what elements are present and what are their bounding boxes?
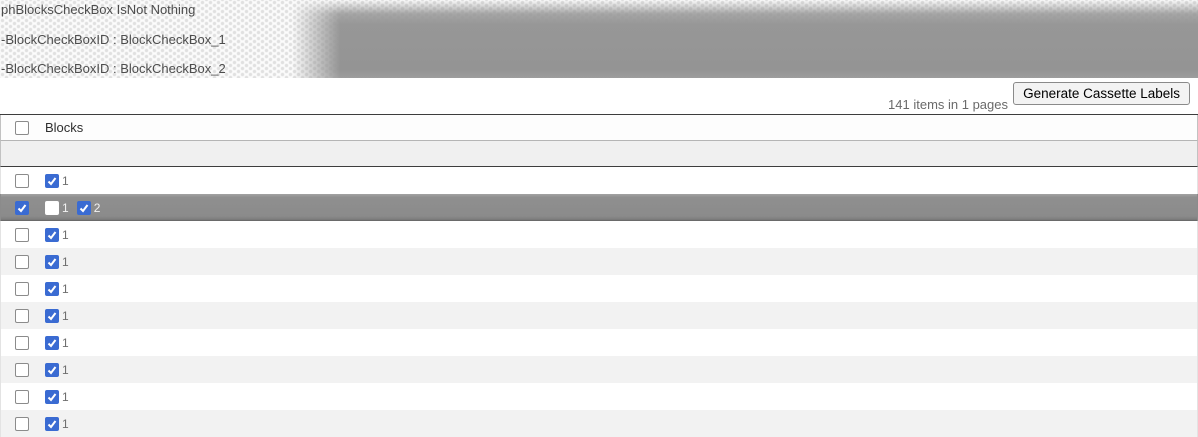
check-icon <box>47 176 57 186</box>
blocks-header-cell: Blocks <box>41 120 1197 135</box>
table-row: 1 <box>0 410 1198 437</box>
select-all-cell <box>1 120 41 135</box>
table-row: 1 <box>0 302 1198 329</box>
block-label: 1 <box>62 308 69 323</box>
table-row: 1 <box>0 167 1198 194</box>
row-select-checkbox[interactable] <box>15 254 29 269</box>
table-header-row: Blocks <box>0 115 1198 141</box>
blocks-cell: 1 <box>41 281 1197 296</box>
row-select-checkbox[interactable] <box>15 200 29 215</box>
blocks-cell: 1 <box>41 254 1197 269</box>
blocks-cell: 1 <box>41 389 1197 404</box>
generate-cassette-labels-button[interactable]: Generate Cassette Labels <box>1013 82 1190 105</box>
block-label: 1 <box>62 281 69 296</box>
row-select-checkbox[interactable] <box>15 335 29 350</box>
row-select-cell <box>1 389 41 404</box>
check-icon <box>47 338 57 348</box>
row-select-cell <box>1 416 41 431</box>
blocks-cell: 1 <box>41 416 1197 431</box>
table-row: 1 <box>0 248 1198 275</box>
row-select-checkbox[interactable] <box>15 416 29 431</box>
block-label: 1 <box>62 200 69 215</box>
blocks-cell: 1 <box>41 308 1197 323</box>
blocks-cell: 1 <box>41 173 1197 188</box>
table-row: 1 <box>0 329 1198 356</box>
check-icon <box>47 392 57 402</box>
block-checkbox[interactable] <box>45 281 59 296</box>
row-select-checkbox[interactable] <box>15 173 29 188</box>
items-count-label: 141 items in 1 pages <box>888 97 1008 112</box>
row-select-cell <box>1 173 41 188</box>
row-select-checkbox[interactable] <box>15 362 29 377</box>
row-select-checkbox[interactable] <box>15 389 29 404</box>
filter-row <box>0 141 1198 167</box>
block-checkbox[interactable] <box>45 335 59 350</box>
block-label: 2 <box>93 200 101 215</box>
row-select-checkbox[interactable] <box>15 308 29 323</box>
debug-line: phBlocksCheckBox IsNot Nothing <box>1 2 196 17</box>
row-select-cell <box>1 281 41 296</box>
check-icon <box>47 284 57 294</box>
row-select-cell <box>1 308 41 323</box>
block-label: 1 <box>62 362 69 377</box>
row-select-cell <box>1 200 41 215</box>
check-icon <box>17 203 27 213</box>
block-label: 1 <box>62 416 69 431</box>
debug-line: -BlockCheckBoxID : BlockCheckBox_1 <box>1 32 226 47</box>
check-icon <box>47 230 57 240</box>
blocks-column-header: Blocks <box>45 120 84 135</box>
debug-panel: phBlocksCheckBox IsNot Nothing -BlockChe… <box>0 0 1198 78</box>
row-select-cell <box>1 254 41 269</box>
table-row: 1 <box>0 221 1198 248</box>
gray-overlay <box>292 0 1198 78</box>
block-label: 1 <box>62 335 69 350</box>
block-checkbox[interactable] <box>45 389 59 404</box>
block-checkbox[interactable] <box>45 416 59 431</box>
check-icon <box>47 365 57 375</box>
blocks-cell: 1 <box>41 362 1197 377</box>
block-checkbox[interactable] <box>45 254 59 269</box>
row-select-checkbox[interactable] <box>15 281 29 296</box>
block-label: 1 <box>62 254 69 269</box>
row-select-cell <box>1 335 41 350</box>
row-select-checkbox[interactable] <box>15 227 29 242</box>
block-checkbox[interactable] <box>45 200 59 215</box>
block-checkbox[interactable] <box>45 227 59 242</box>
row-select-cell <box>1 227 41 242</box>
table-row: 1 <box>0 383 1198 410</box>
block-label: 1 <box>62 389 69 404</box>
row-select-cell <box>1 362 41 377</box>
block-checkbox[interactable] <box>45 173 59 188</box>
select-all-checkbox[interactable] <box>15 120 29 135</box>
check-icon <box>47 311 57 321</box>
toolbar: 141 items in 1 pages Generate Cassette L… <box>0 78 1198 114</box>
check-icon <box>47 257 57 267</box>
block-checkbox[interactable] <box>45 308 59 323</box>
check-icon <box>47 419 57 429</box>
check-icon <box>79 203 88 213</box>
block-label: 1 <box>62 173 69 188</box>
blocks-cell: 1 <box>41 335 1197 350</box>
blocks-cell: 1 <box>41 227 1197 242</box>
debug-line: -BlockCheckBoxID : BlockCheckBox_2 <box>1 61 226 76</box>
table-row: 1 <box>0 356 1198 383</box>
block-checkbox[interactable] <box>76 200 91 215</box>
block-label: 1 <box>62 227 69 242</box>
table-row: 1 <box>0 275 1198 302</box>
block-checkbox[interactable] <box>45 362 59 377</box>
